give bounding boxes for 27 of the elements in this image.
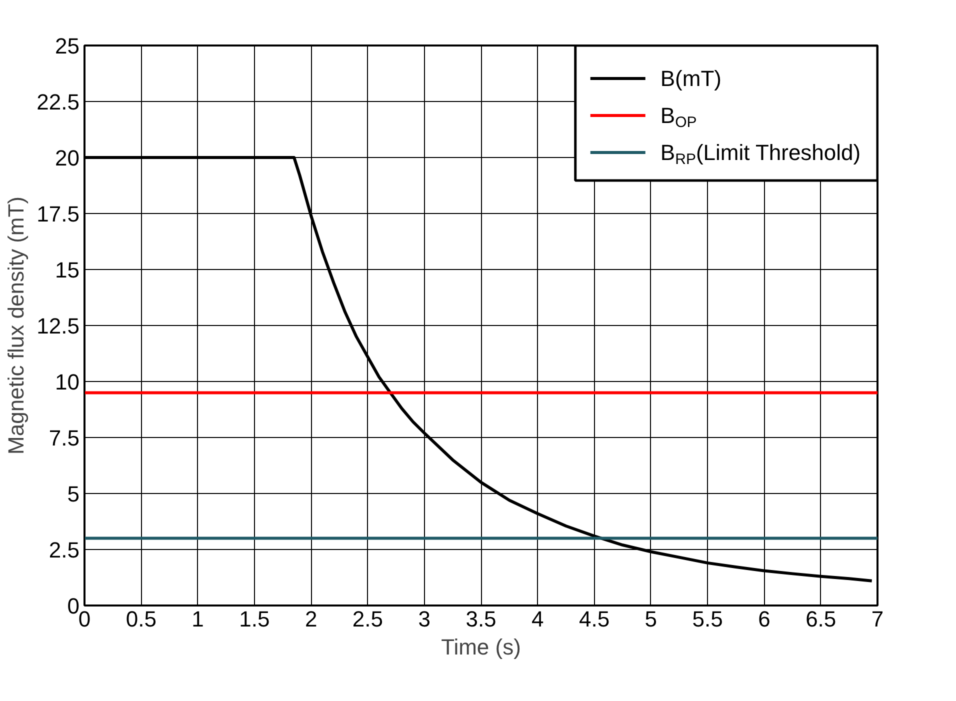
y-tick-label: 10: [55, 370, 80, 394]
legend-label: B(mT): [660, 66, 722, 91]
x-tick-label: 1.5: [239, 606, 270, 632]
y-tick-label: 5: [67, 482, 80, 506]
x-axis-title: Time (s): [441, 634, 521, 660]
x-tick-label: 6.5: [806, 606, 836, 632]
y-axis-title: Magnetic flux density (mT): [4, 196, 29, 454]
x-tick-label: 0.5: [126, 606, 156, 632]
x-tick-label: 4.5: [578, 606, 610, 632]
x-tick-label: 4: [532, 606, 544, 632]
x-tick-label: 2: [304, 606, 318, 632]
y-tick-label: 12.5: [36, 314, 80, 338]
x-tick-label: 5.5: [692, 606, 723, 632]
y-tick-label: 20: [55, 146, 80, 170]
y-tick-label: 22.5: [36, 90, 80, 114]
y-tick-label: 2.5: [48, 538, 80, 562]
x-tick-label: 5: [644, 606, 658, 632]
x-tick-label: 7: [871, 606, 884, 632]
y-tick-label: 17.5: [36, 202, 80, 226]
x-tick-label: 3: [418, 606, 430, 632]
y-tick-label: 7.5: [48, 426, 80, 450]
x-tick-label: 1: [192, 606, 204, 632]
x-tick-label: 3.5: [466, 606, 496, 632]
x-tick-label: 2.5: [352, 606, 384, 632]
y-tick-label: 25: [55, 34, 80, 58]
y-tick-label: 15: [55, 258, 80, 282]
x-tick-label: 6: [758, 606, 770, 632]
